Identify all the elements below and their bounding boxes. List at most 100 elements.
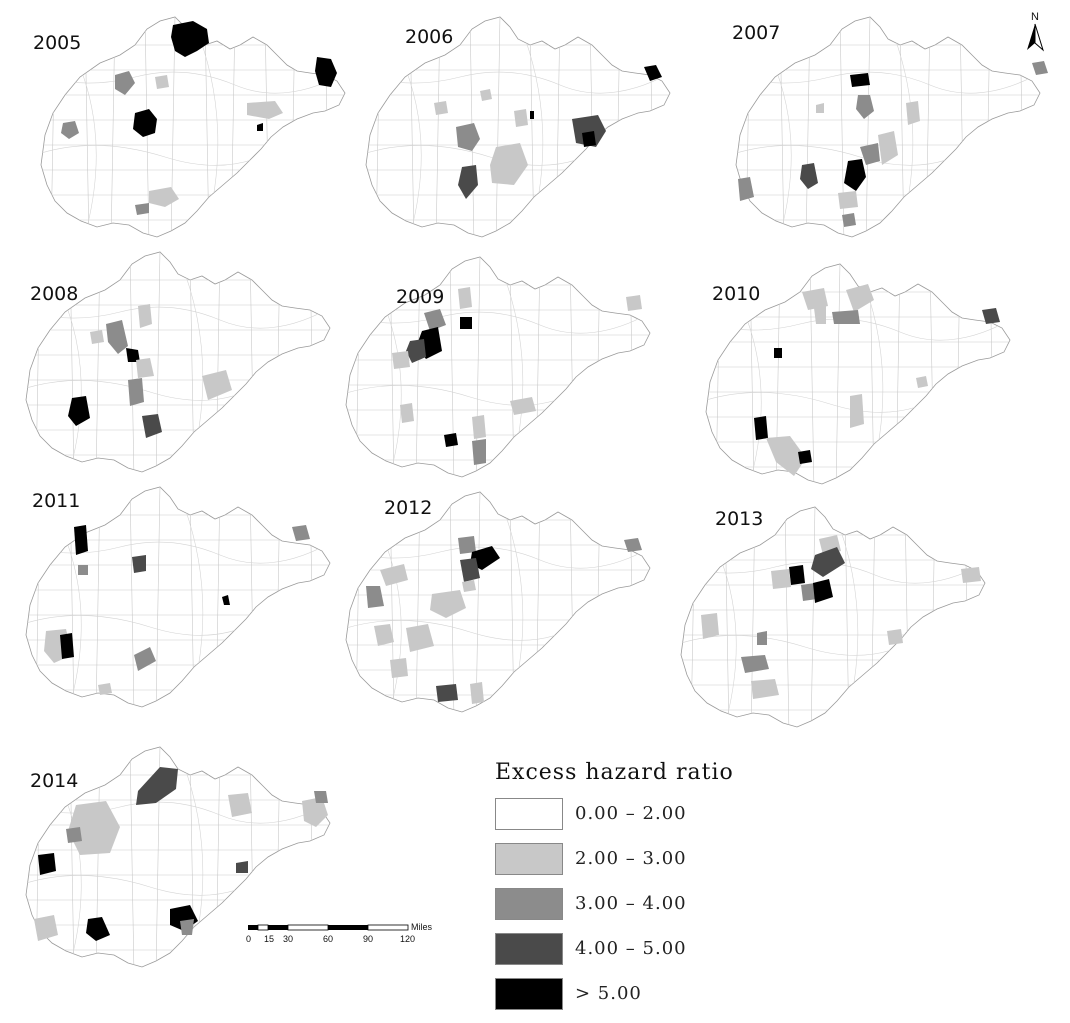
region-2to3 <box>626 295 642 311</box>
region-3to4 <box>61 121 79 139</box>
region-3to4 <box>66 827 82 843</box>
scale-tick: 120 <box>400 934 415 944</box>
region-2to3 <box>202 370 232 400</box>
map-panel-2008: 2008 <box>10 250 340 480</box>
region-gt5 <box>470 546 500 570</box>
scale-tick: 60 <box>323 934 333 944</box>
region-4to5 <box>132 555 146 573</box>
region-4to5 <box>136 767 178 805</box>
region-3to4 <box>801 583 817 601</box>
region-2to3 <box>490 143 528 185</box>
region-4to5 <box>460 558 480 582</box>
region-2to3 <box>374 624 394 646</box>
region-gt5 <box>530 111 534 119</box>
scale-tick: 15 <box>264 934 274 944</box>
region-2to3 <box>406 624 434 652</box>
region-2to3 <box>771 569 791 589</box>
region-3to4 <box>757 631 767 645</box>
legend-label: 4.00 – 5.00 <box>575 938 687 959</box>
region-2to3 <box>458 287 472 309</box>
region-3to4 <box>842 213 856 227</box>
region-2to3 <box>302 797 328 827</box>
region-4to5 <box>436 684 458 702</box>
region-4to5 <box>406 339 426 363</box>
region-2to3 <box>247 101 283 119</box>
region-gt5 <box>582 131 596 147</box>
region-2to3 <box>906 101 920 125</box>
region-gt5 <box>813 579 833 603</box>
region-gt5 <box>86 917 110 941</box>
north-arrow-icon: N <box>1027 11 1044 52</box>
region-2to3 <box>34 915 58 941</box>
region-2to3 <box>98 683 112 695</box>
region-2to3 <box>802 288 828 310</box>
region-2to3 <box>850 394 864 428</box>
region-2to3 <box>816 103 824 113</box>
year-label: 2012 <box>384 497 432 519</box>
map-panel-2010: 2010 <box>690 262 1020 492</box>
year-label: 2005 <box>33 32 81 54</box>
legend-label: 3.00 – 4.00 <box>575 893 687 914</box>
map-panel-2006: 2006 <box>350 15 680 245</box>
legend-swatch <box>495 798 563 830</box>
region-gt5 <box>789 565 805 585</box>
region-4to5 <box>142 414 162 438</box>
region-3to4 <box>456 123 480 151</box>
region-4to5 <box>236 861 248 873</box>
region-2to3 <box>701 613 719 639</box>
year-label: 2014 <box>30 770 78 792</box>
region-2to3 <box>390 658 408 678</box>
region-4to5 <box>800 163 818 189</box>
scale-tick: 0 <box>246 934 251 944</box>
region-2to3 <box>462 580 476 592</box>
region-gt5 <box>774 348 782 358</box>
region-gt5 <box>38 853 56 875</box>
region-3to4 <box>134 647 156 671</box>
region-2to3 <box>846 284 874 312</box>
region-3to4 <box>115 71 135 95</box>
region-2to3 <box>380 564 408 586</box>
region-gt5 <box>126 348 140 362</box>
map-panel-2009: 2009 <box>330 255 660 485</box>
region-3to4 <box>128 378 144 406</box>
region-2to3 <box>472 415 486 439</box>
map-panel-2007: 2007 <box>720 15 1050 245</box>
legend-swatch <box>495 933 563 965</box>
region-gt5 <box>844 159 866 191</box>
region-2to3 <box>751 679 779 699</box>
region-2to3 <box>480 89 492 101</box>
region-3to4 <box>741 655 769 673</box>
region-2to3 <box>138 304 152 328</box>
scale-bar: Miles 0 15 30 60 90 120 <box>246 922 433 944</box>
region-2to3 <box>430 590 466 618</box>
region-3to4 <box>106 320 128 354</box>
region-gt5 <box>798 450 812 464</box>
region-2to3 <box>228 793 252 817</box>
region-gt5 <box>133 109 157 137</box>
year-label: 2010 <box>712 283 760 305</box>
region-3to4 <box>135 203 149 215</box>
region-gt5 <box>444 433 458 447</box>
region-2to3 <box>887 629 903 645</box>
year-label: 2011 <box>32 490 80 512</box>
region-2to3 <box>68 801 120 855</box>
map-panel-2005: 2005 <box>25 15 355 245</box>
region-gt5 <box>644 65 662 81</box>
year-label: 2008 <box>30 283 78 305</box>
region-2to3 <box>149 187 179 207</box>
region-gt5 <box>68 396 90 426</box>
legend-swatch <box>495 843 563 875</box>
region-gt5 <box>315 57 337 87</box>
region-2to3 <box>766 436 806 476</box>
legend-label: 0.00 – 2.00 <box>575 803 687 824</box>
year-label: 2013 <box>715 508 763 530</box>
region-3to4 <box>314 791 328 803</box>
region-2to3 <box>136 358 154 378</box>
scale-tick: 90 <box>363 934 373 944</box>
map-panel-2013: 2013 <box>665 505 995 735</box>
region-2to3 <box>838 191 858 209</box>
region-4to5 <box>811 547 845 577</box>
region-gt5 <box>850 73 870 87</box>
region-4to5 <box>572 115 606 147</box>
region-3to4 <box>78 565 88 575</box>
